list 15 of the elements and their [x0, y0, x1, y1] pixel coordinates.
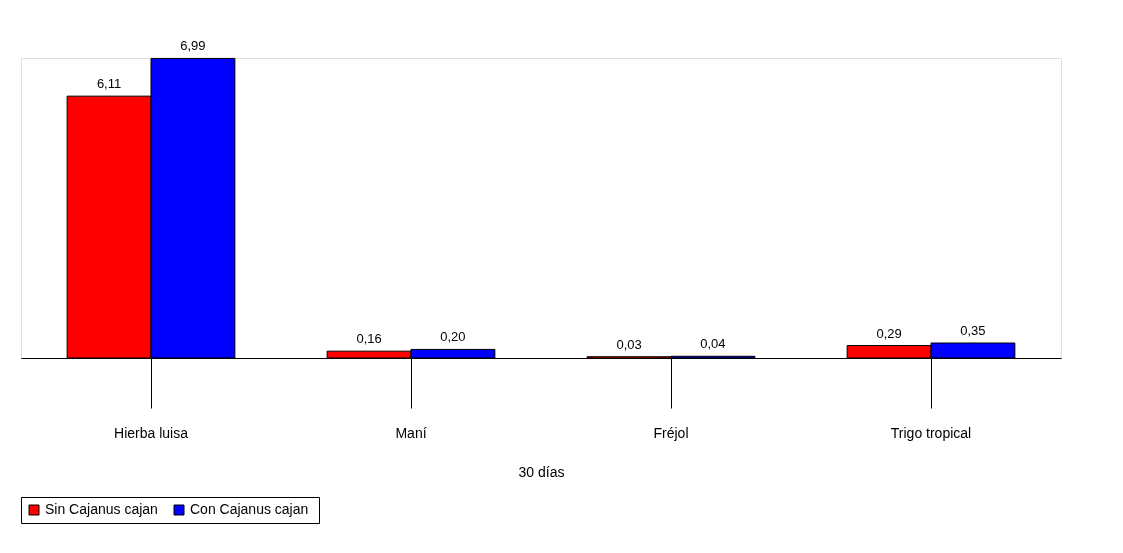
data-label: 0,16 [356, 331, 382, 347]
data-label: 0,03 [616, 336, 642, 352]
data-label: 0,20 [440, 329, 466, 345]
data-label: 0,04 [700, 336, 726, 352]
x-tick-label: Maní [395, 424, 427, 441]
x-tick-label: Fréjol [653, 424, 689, 441]
data-label: 6,11 [96, 76, 122, 92]
x-tick-label: Hierba luisa [114, 424, 189, 441]
data-label: 0,35 [960, 323, 986, 338]
legend-label: Con Cajanus cajan [190, 501, 309, 517]
legend-label: Sin Cajanus cajan [45, 501, 158, 517]
data-label: 6,99 [180, 38, 206, 54]
x-tick-label: Trigo tropical [890, 424, 972, 441]
x-axis-title: 30 días [518, 463, 565, 480]
data-label: 0,29 [876, 325, 902, 341]
